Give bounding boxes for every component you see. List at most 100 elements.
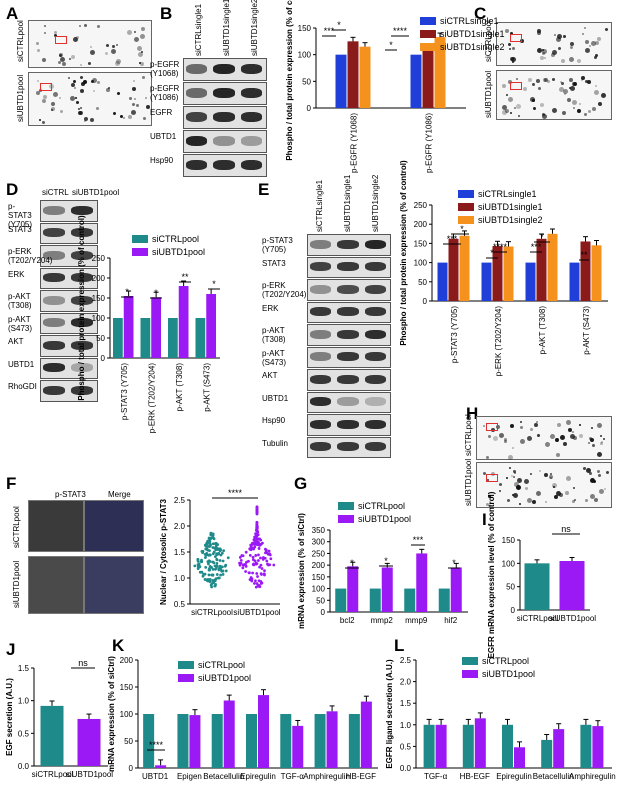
- array-dot: [585, 468, 591, 474]
- y-tick-label: 1.5: [174, 548, 186, 557]
- legend-label: siCTRLsingle1: [478, 189, 537, 199]
- array-dot: [105, 51, 109, 55]
- x-tick-label: siCTRLpool: [32, 770, 74, 779]
- scatter-point: [223, 564, 227, 568]
- blot-d-row-label: STAT3: [8, 224, 32, 234]
- array-dot: [115, 60, 121, 66]
- array-dot: [519, 420, 522, 423]
- blot-band: [43, 318, 65, 328]
- y-axis-label: mRNA expression (% of siCtrl): [297, 513, 306, 629]
- array-dot: [61, 62, 66, 67]
- array-dot: [140, 62, 145, 67]
- blot-band: [364, 307, 386, 317]
- y-axis-label: Phospho / total protein expression (% of…: [285, 0, 294, 161]
- y-axis-label: Phospho / total protein expression (% of…: [77, 215, 86, 401]
- blot-e-row-label: Hsp90: [262, 416, 286, 425]
- array-dot: [581, 33, 584, 35]
- array-dot: [537, 433, 541, 437]
- scatter-point: [193, 564, 197, 568]
- array-dot: [535, 78, 540, 83]
- blot-b-strip: [183, 130, 267, 153]
- array-dot: [572, 430, 575, 433]
- y-tick-label: 0.5: [400, 742, 412, 751]
- array-dot: [44, 32, 47, 35]
- blot-d-row-label: AKT: [8, 337, 24, 346]
- significance-label: ns: [561, 524, 571, 534]
- scatter-point: [204, 565, 208, 569]
- array-dot: [555, 438, 560, 443]
- bar: [246, 714, 257, 768]
- blot-band: [337, 419, 359, 429]
- array-dot: [505, 94, 508, 97]
- array-dot: [507, 80, 512, 85]
- bar: [559, 561, 585, 610]
- array-dot: [573, 499, 576, 502]
- array-dot: [572, 99, 578, 105]
- array-dot: [116, 58, 122, 64]
- array-dot: [601, 92, 607, 98]
- array-dot: [562, 89, 568, 95]
- array-dot: [486, 503, 490, 507]
- blot-band: [310, 352, 332, 362]
- array-dot: [510, 56, 515, 61]
- bar: [211, 714, 223, 768]
- array-dot: [491, 427, 496, 432]
- array-dot: [58, 96, 61, 99]
- y-tick-label: 1.0: [174, 574, 186, 583]
- array-dot: [585, 499, 589, 503]
- scatter-point: [255, 572, 259, 575]
- array-dot: [531, 82, 535, 86]
- array-dot: [553, 485, 556, 488]
- array-dot: [570, 45, 574, 49]
- scatter-point: [244, 564, 248, 568]
- array-dot: [504, 28, 509, 33]
- panel-label-l: L: [394, 636, 405, 655]
- array-dot: [530, 96, 536, 102]
- array-dot: [587, 109, 591, 113]
- panel-label-e: E: [258, 180, 270, 199]
- array-dot: [591, 426, 594, 429]
- x-tick-label: TGF-α: [281, 772, 305, 781]
- significance-label: *: [389, 40, 393, 50]
- blot-band: [71, 273, 93, 283]
- bar: [434, 37, 446, 108]
- bar: [177, 714, 189, 768]
- significance-label: ****: [393, 26, 408, 36]
- legend-swatch: [132, 235, 148, 243]
- blot-d-row-label: p-STAT3 (Y705): [8, 202, 33, 229]
- y-tick-label: 250: [312, 549, 326, 558]
- blot-band: [213, 64, 235, 74]
- array-dot: [555, 491, 561, 497]
- array-dot: [133, 97, 136, 100]
- array-dot: [577, 59, 582, 64]
- blot-band: [310, 239, 332, 249]
- x-tick-label: Epigen: [177, 772, 202, 781]
- array-dot: [51, 101, 55, 106]
- x-tick-label: mmp2: [371, 616, 394, 625]
- array-dot: [560, 82, 564, 86]
- y-tick-label: 1.5: [400, 699, 412, 708]
- scatter-point: [218, 547, 222, 551]
- array-dot: [549, 474, 554, 479]
- array-dot: [488, 435, 492, 439]
- blot-band: [310, 397, 332, 407]
- bar: [580, 724, 592, 768]
- legend-label: siCTRLpool: [482, 656, 529, 666]
- y-tick-label: 150: [502, 536, 516, 545]
- x-tick-label: Betacellulin: [203, 772, 244, 781]
- bar: [580, 241, 591, 301]
- bar: [40, 705, 64, 766]
- roi-box-c2: [510, 82, 522, 90]
- array-dot: [533, 422, 538, 427]
- x-tick-label: siUBTD1pool: [549, 614, 596, 623]
- array-dot: [72, 36, 78, 42]
- array-dot: [592, 106, 597, 111]
- scatter-point: [198, 565, 202, 569]
- array-dot: [587, 79, 592, 84]
- blot-d-strip: [40, 335, 98, 357]
- array-dot: [556, 36, 561, 42]
- y-tick-label: 50: [124, 737, 133, 746]
- array-dot: [552, 50, 558, 56]
- y-axis-label: Phospho / total protein expression (% of…: [399, 160, 408, 346]
- scatter-point: [268, 553, 272, 557]
